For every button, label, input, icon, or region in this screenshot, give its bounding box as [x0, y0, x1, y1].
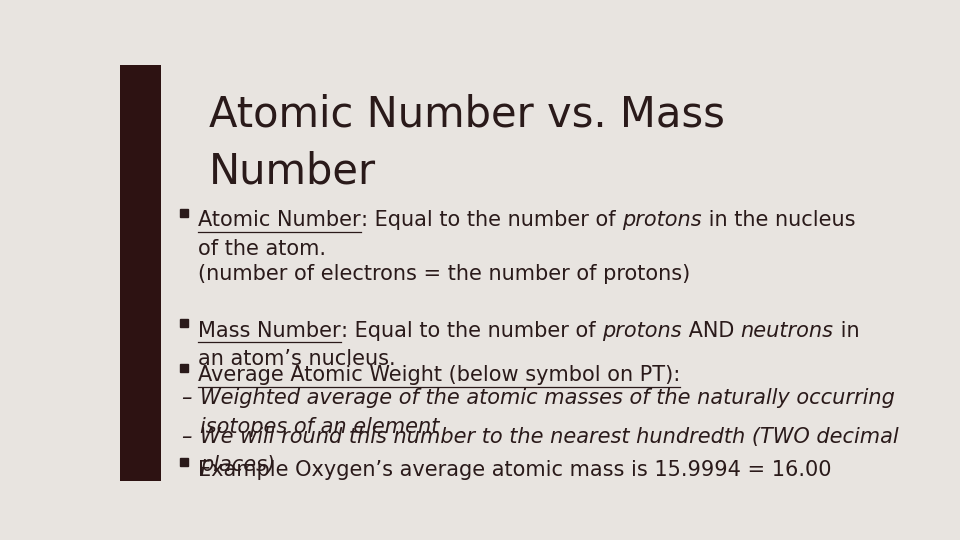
Text: places): places)	[201, 455, 276, 475]
Text: –: –	[181, 427, 191, 447]
Text: neutrons: neutrons	[740, 321, 833, 341]
Text: AND: AND	[682, 321, 740, 341]
Text: protons: protons	[622, 210, 702, 231]
Text: Mass Number: Mass Number	[198, 321, 341, 341]
Text: Atomic Number: Atomic Number	[198, 210, 361, 231]
Text: protons: protons	[602, 321, 682, 341]
Bar	[120, 65, 161, 481]
Text: isotopes of an element: isotopes of an element	[201, 416, 440, 436]
Text: (number of electrons = the number of protons): (number of electrons = the number of pro…	[198, 264, 690, 284]
Text: Atomic Number vs. Mass: Atomic Number vs. Mass	[209, 94, 725, 136]
Text: Average Atomic Weight (below symbol on PT):: Average Atomic Weight (below symbol on P…	[198, 365, 681, 385]
Text: : Equal to the number of: : Equal to the number of	[341, 321, 602, 341]
Text: in the nucleus: in the nucleus	[702, 210, 855, 231]
Text: –: –	[181, 388, 191, 408]
Text: We will round this number to the nearest hundredth (TWO decimal: We will round this number to the nearest…	[201, 427, 899, 447]
Text: : Equal to the number of: : Equal to the number of	[361, 210, 622, 231]
Text: Example Oxygen’s average atomic mass is 15.9994 = 16.00: Example Oxygen’s average atomic mass is …	[198, 460, 831, 480]
Text: of the atom.: of the atom.	[198, 239, 326, 259]
Text: in: in	[833, 321, 859, 341]
Text: an atom’s nucleus.: an atom’s nucleus.	[198, 349, 396, 369]
Text: Weighted average of the atomic masses of the naturally occurring: Weighted average of the atomic masses of…	[201, 388, 896, 408]
Text: Number: Number	[209, 150, 376, 192]
